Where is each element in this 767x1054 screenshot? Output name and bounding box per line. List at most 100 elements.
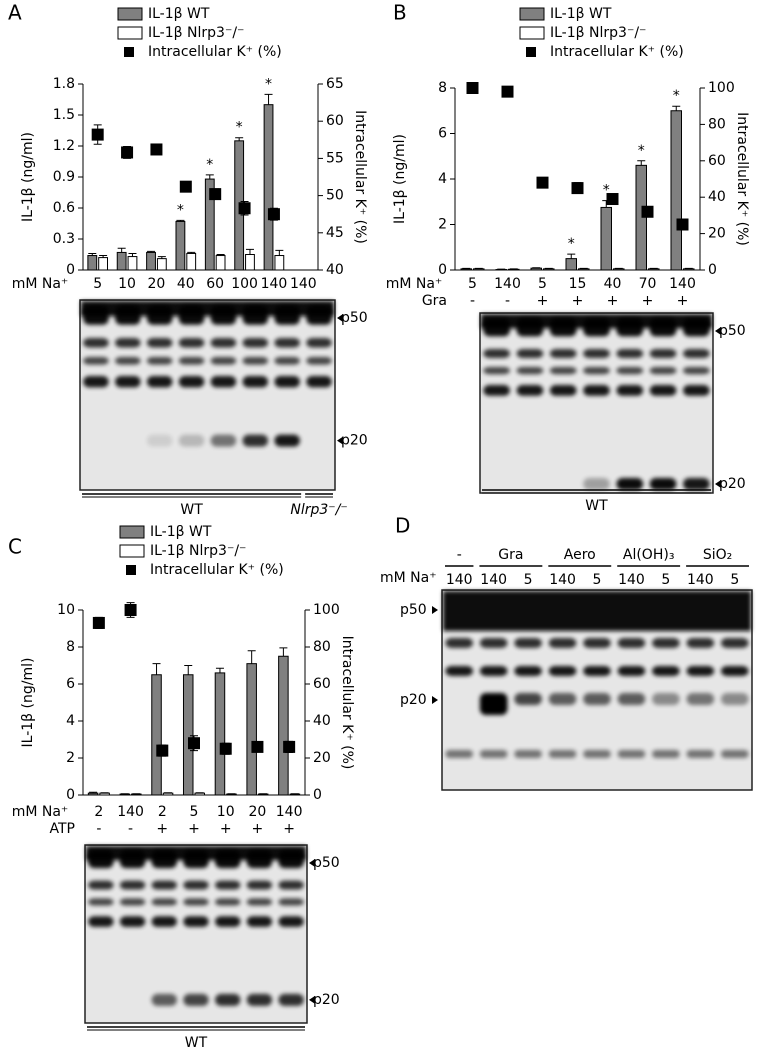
error-bar bbox=[206, 175, 214, 179]
blot-band bbox=[152, 881, 177, 890]
x-tick-label: 140 bbox=[261, 276, 288, 292]
k-marker bbox=[283, 741, 295, 753]
blot-band bbox=[247, 994, 272, 1006]
blot-band bbox=[514, 666, 542, 676]
blot-band bbox=[243, 376, 269, 387]
blot-band bbox=[721, 666, 749, 676]
blot-band bbox=[243, 357, 269, 365]
genotype-label: WT bbox=[585, 498, 608, 514]
significance: * bbox=[177, 202, 184, 218]
blot-band bbox=[306, 376, 332, 387]
significance: * bbox=[568, 236, 575, 252]
blot-band bbox=[88, 881, 113, 890]
blot-band bbox=[517, 349, 544, 358]
blot-band bbox=[583, 367, 610, 374]
bar bbox=[88, 793, 98, 795]
bar bbox=[128, 257, 137, 270]
lane-label: 140 bbox=[618, 572, 645, 588]
blot-band bbox=[83, 357, 109, 365]
y2-tick-label: 40 bbox=[313, 713, 331, 729]
y-tick-label: 1.8 bbox=[53, 76, 75, 92]
x-tick-label: 60 bbox=[206, 276, 224, 292]
error-bar bbox=[118, 248, 126, 252]
error-bar bbox=[275, 250, 283, 255]
marker-arrow bbox=[432, 606, 438, 614]
y2-tick-label: 65 bbox=[326, 76, 344, 92]
legend-symbol bbox=[120, 545, 144, 557]
y2-tick-label: 20 bbox=[708, 226, 726, 242]
significance: * bbox=[265, 76, 272, 92]
blot-band bbox=[683, 385, 710, 396]
blot-band bbox=[83, 338, 109, 348]
blot-band bbox=[583, 478, 610, 490]
y-tick-label: 10 bbox=[57, 602, 75, 618]
treatment-label: Aero bbox=[564, 547, 596, 563]
k-marker bbox=[150, 143, 162, 155]
y-tick-label: 1.5 bbox=[53, 107, 75, 123]
bar bbox=[147, 252, 156, 270]
blot-band bbox=[652, 693, 680, 705]
blot-band bbox=[215, 881, 240, 890]
x-axis-title: mM Na⁺ bbox=[12, 276, 69, 292]
blot-band bbox=[583, 666, 611, 676]
bar bbox=[215, 673, 225, 795]
blot-band bbox=[445, 638, 473, 648]
k-marker bbox=[239, 202, 251, 214]
blot-band bbox=[215, 916, 240, 927]
treatment-sign: + bbox=[188, 821, 200, 837]
blot-band bbox=[179, 376, 205, 387]
lane-label: 140 bbox=[549, 572, 576, 588]
x-tick-label: 5 bbox=[190, 804, 199, 820]
genotype-label: WT bbox=[180, 502, 203, 518]
blot-band bbox=[650, 367, 677, 374]
legend-label: IL-1β Nlrp3⁻/⁻ bbox=[550, 25, 646, 41]
blot-band bbox=[514, 638, 542, 648]
significance: * bbox=[206, 157, 213, 173]
bar bbox=[246, 255, 255, 271]
blot-band bbox=[480, 693, 508, 715]
marker-arrow bbox=[432, 696, 438, 704]
y-tick-label: 8 bbox=[438, 80, 447, 96]
x-tick-label: 20 bbox=[249, 804, 267, 820]
bar bbox=[671, 111, 682, 270]
blot-band bbox=[306, 338, 332, 348]
blot-band bbox=[650, 478, 677, 490]
treatment-sign: + bbox=[607, 293, 619, 309]
blot-band bbox=[683, 478, 710, 490]
legend-label: Intracellular K⁺ (%) bbox=[148, 44, 282, 60]
treatment-sign: + bbox=[642, 293, 654, 309]
blot-marker-label: p50 bbox=[341, 310, 368, 326]
blot-band bbox=[152, 916, 177, 927]
k-marker bbox=[502, 86, 514, 98]
treatment-sign: + bbox=[537, 293, 549, 309]
x-axis-title: mM Na⁺ bbox=[380, 570, 437, 586]
blot-band bbox=[278, 881, 303, 890]
blot-band bbox=[211, 357, 237, 365]
blot-band bbox=[583, 385, 610, 396]
y-tick-label: 6 bbox=[438, 126, 447, 142]
blot-band bbox=[247, 916, 272, 927]
y2-tick-label: 55 bbox=[326, 150, 344, 166]
k-marker bbox=[125, 604, 137, 616]
blot-band bbox=[83, 306, 109, 325]
blot-band bbox=[514, 750, 542, 758]
blot-band bbox=[445, 750, 473, 758]
blot-band bbox=[618, 638, 646, 648]
bar bbox=[290, 794, 300, 795]
y-tick-label: 0.9 bbox=[53, 169, 75, 185]
treatment-label: - bbox=[457, 547, 462, 563]
significance: * bbox=[236, 120, 243, 136]
error-bar bbox=[279, 648, 287, 656]
blot-background bbox=[80, 300, 335, 490]
blot-band bbox=[179, 357, 205, 365]
blot-marker-label: p50 bbox=[313, 855, 340, 871]
k-marker bbox=[251, 741, 263, 753]
bar bbox=[120, 794, 130, 795]
bar bbox=[531, 268, 542, 270]
blot-band bbox=[120, 898, 145, 905]
treatment-label: Gra bbox=[498, 547, 523, 563]
legend-symbol bbox=[118, 8, 142, 20]
treatment-sign: + bbox=[220, 821, 232, 837]
y-axis-title: IL-1β (ng/ml) bbox=[20, 658, 36, 748]
